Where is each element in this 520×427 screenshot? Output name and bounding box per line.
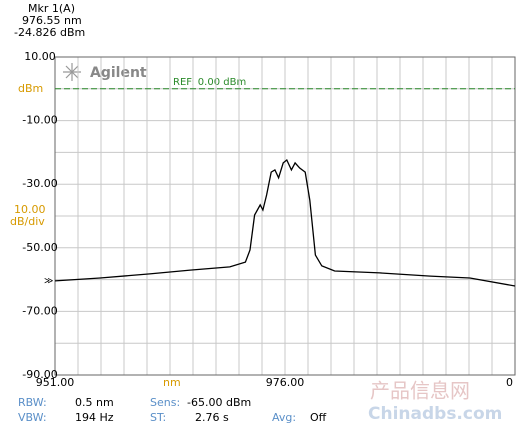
scale-value: 10.00 [14,203,46,216]
marker-arrow: ≫ [44,277,53,287]
y-tick-label: -50.00 [22,241,57,254]
marker-name: Mkr 1(A) [28,2,75,15]
ref-label: REF: 0.00 dBm [173,77,246,88]
x-tick-label: 976.00 [266,376,305,389]
setting-label: Sens: [150,396,180,409]
watermark: 产品信息网 [370,379,470,403]
marker-level: -24.826 dBm [14,26,85,39]
setting-value: 0.5 nm [75,396,114,409]
setting-label: ST: [150,411,166,424]
setting-label: RBW: [18,396,47,409]
y-tick-label: -90.00 [22,368,57,381]
brand: Agilent [90,65,147,81]
y-tick-label: -70.00 [22,304,57,317]
scale-unit: dB/div [10,215,45,228]
trace [54,158,516,287]
setting-value: -65.00 dBm [187,396,251,409]
setting-value: 194 Hz [75,411,114,424]
marker-wavelength: 976.55 nm [22,14,82,27]
y-tick-label: 10.00 [24,50,56,63]
x-unit: nm [163,376,181,389]
setting-value: 2.76 s [195,411,229,424]
x-tick-label: 951.00 [36,376,75,389]
y-tick-label: -10.00 [22,114,57,127]
x-tick-label: 0 [506,376,513,389]
setting-value: Off [310,411,327,424]
y-tick-label: -30.00 [22,177,57,190]
watermark: Chinadbs.com [368,404,502,424]
setting-label: VBW: [18,411,47,424]
plot-frame [54,56,516,376]
y-unit: dBm [18,82,43,95]
setting-label: Avg: [272,411,296,424]
